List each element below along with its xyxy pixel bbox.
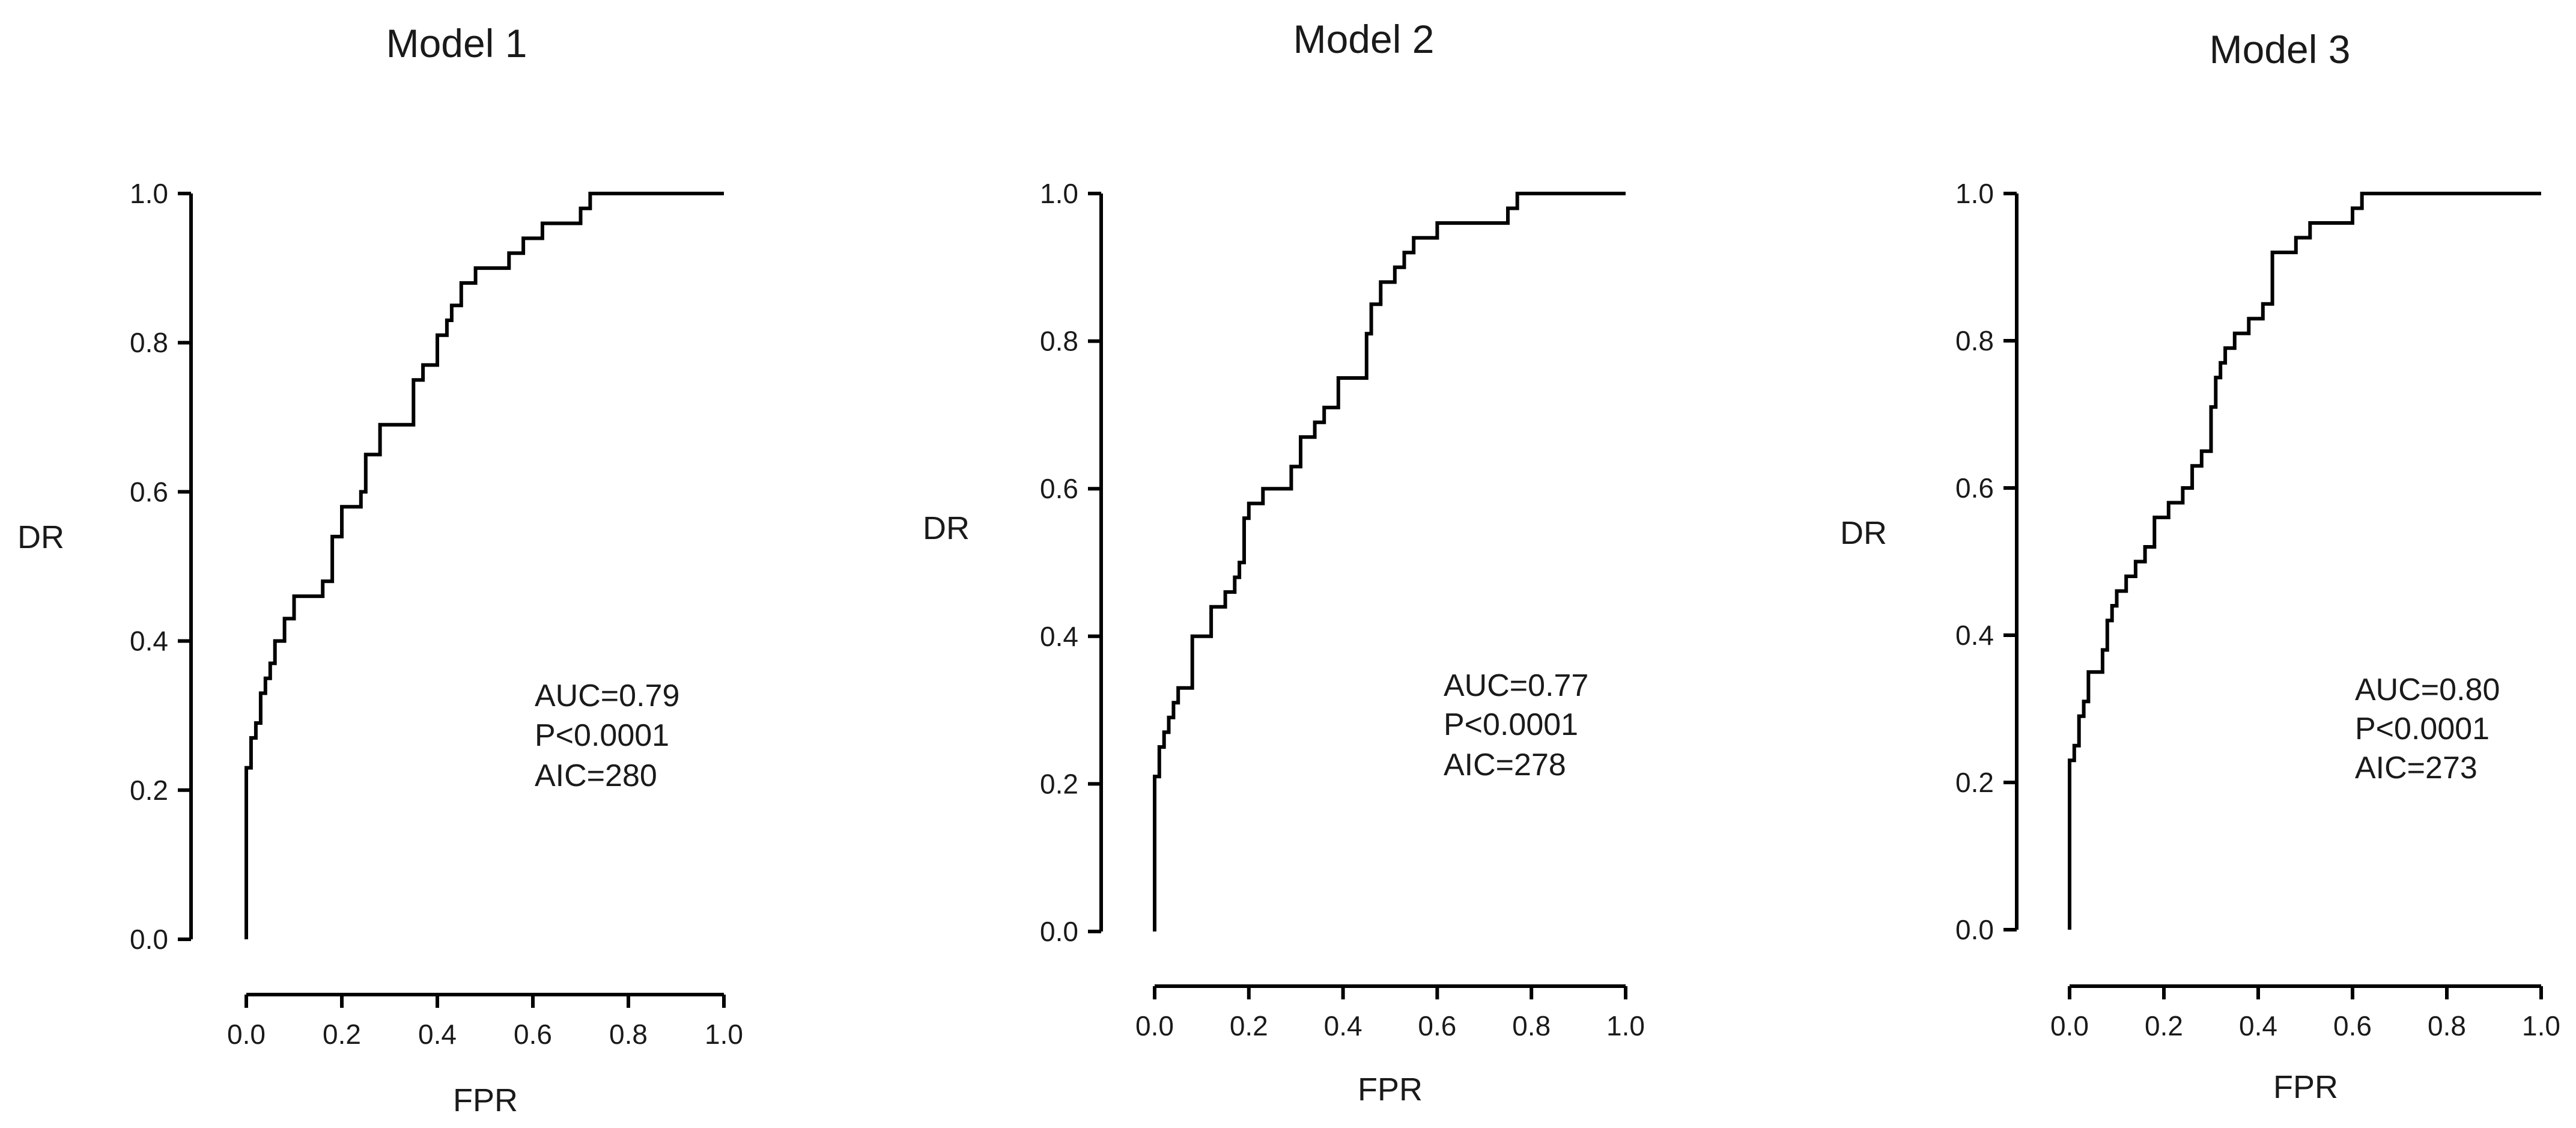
roc-curve-line: [1153, 192, 1626, 931]
x-tick-label: 0.4: [2239, 1010, 2277, 1041]
x-tick-label: 1.0: [2522, 1010, 2560, 1041]
y-tick-label: 0.2: [1040, 768, 1078, 799]
y-tick-label: 0.4: [130, 626, 168, 657]
stat-annotation: P<0.0001: [535, 718, 669, 753]
x-tick-label: 0.4: [1324, 1010, 1362, 1041]
y-tick-label: 0.6: [130, 476, 168, 507]
y-axis-label: DR: [923, 510, 970, 546]
stat-annotation: AUC=0.79: [535, 678, 679, 713]
x-tick-label: 0.6: [514, 1019, 552, 1050]
x-tick-label: 0.8: [2428, 1010, 2466, 1041]
y-tick-label: 1.0: [1040, 178, 1078, 209]
stat-annotation: AIC=278: [1444, 748, 1566, 782]
y-tick-label: 1.0: [130, 178, 168, 209]
stat-annotation: AUC=0.80: [2355, 672, 2500, 707]
stat-annotation: AIC=280: [535, 758, 657, 793]
x-tick-label: 0.0: [2050, 1010, 2089, 1041]
y-axis-label: DR: [1840, 515, 1887, 551]
x-tick-label: 0.2: [323, 1019, 361, 1050]
x-tick-label: 0.2: [1230, 1010, 1268, 1041]
roc-curve-line: [245, 192, 724, 939]
stat-annotation: P<0.0001: [1444, 707, 1578, 742]
chart-panel-2: Model 2 DR FPR 0.0 0.2 0.4 0.6 0.8 1.0 0.0 0.2 0.4 0…: [923, 17, 1645, 1108]
y-tick-label: 0.8: [1040, 326, 1078, 357]
y-tick-label: 1.0: [1955, 178, 1994, 209]
y-tick-label: 0.0: [1955, 914, 1994, 945]
x-tick-label: 0.6: [2333, 1010, 2372, 1041]
y-tick-label: 0.6: [1040, 473, 1078, 504]
stat-annotation: AUC=0.77: [1444, 668, 1588, 703]
y-tick-label: 0.0: [1040, 916, 1078, 947]
y-tick-label: 0.8: [1955, 325, 1994, 356]
x-axis-label: FPR: [1358, 1072, 1423, 1108]
y-tick-label: 0.6: [1955, 472, 1994, 504]
chart-title: Model 1: [386, 21, 527, 66]
chart-panel-3: Model 3 DR FPR 0.0 0.2 0.4 0.6 0.8 1.0 0.0 0.2 0.4 0…: [1840, 27, 2560, 1105]
y-tick-label: 0.2: [1955, 767, 1994, 798]
x-tick-label: 1.0: [705, 1019, 743, 1050]
chart-title: Model 3: [2210, 27, 2351, 72]
stat-annotation: P<0.0001: [2355, 712, 2489, 746]
x-tick-label: 1.0: [1606, 1010, 1645, 1041]
chart-title: Model 2: [1293, 17, 1435, 61]
y-axis-label: DR: [17, 519, 64, 555]
x-axis-label: FPR: [2273, 1069, 2338, 1105]
x-tick-label: 0.0: [227, 1019, 266, 1050]
x-tick-label: 0.0: [1135, 1010, 1174, 1041]
x-tick-label: 0.8: [609, 1019, 648, 1050]
x-axis-label: FPR: [453, 1082, 518, 1118]
y-tick-label: 0.4: [1040, 621, 1078, 652]
x-tick-label: 0.8: [1512, 1010, 1551, 1041]
x-tick-label: 0.2: [2145, 1010, 2183, 1041]
y-tick-label: 0.4: [1955, 620, 1994, 651]
stat-annotation: AIC=273: [2355, 751, 2477, 785]
x-tick-label: 0.4: [418, 1019, 457, 1050]
y-tick-label: 0.0: [130, 924, 168, 955]
chart-panel-1: Model 1 DR FPR 0.0 0.2 0.4 0.6 0.8 1.0 0.0 0.2 0.4 0…: [17, 21, 743, 1118]
y-tick-label: 0.8: [130, 327, 168, 358]
x-tick-label: 0.6: [1418, 1010, 1456, 1041]
y-tick-label: 0.2: [130, 775, 168, 806]
roc-curve-line: [2068, 192, 2541, 930]
